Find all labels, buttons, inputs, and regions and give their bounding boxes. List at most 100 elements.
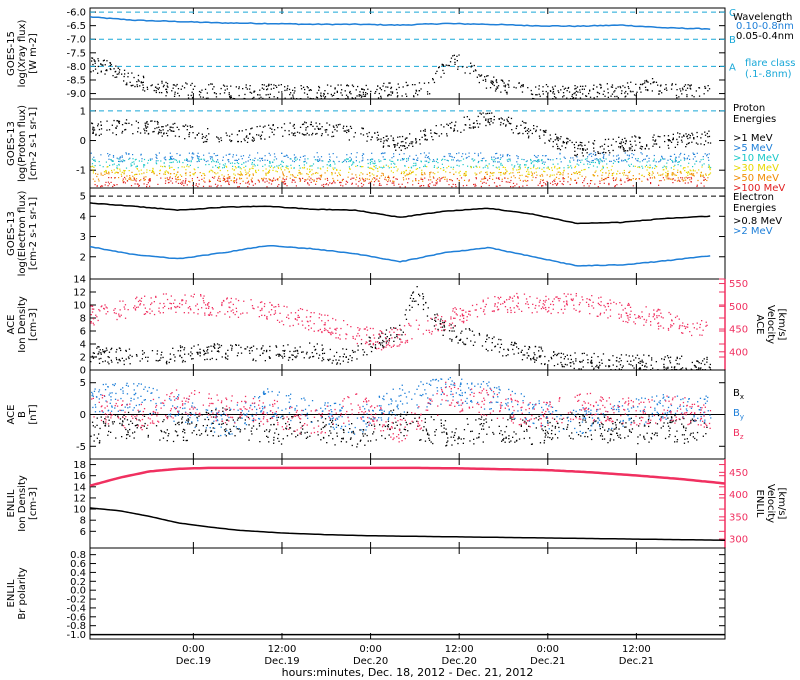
goes15-xray-point — [300, 88, 303, 90]
goes13-proton-point — [678, 161, 680, 163]
goes13-proton-point — [219, 163, 221, 165]
goes13-proton-point — [122, 178, 124, 180]
goes13-proton-point — [192, 173, 194, 175]
goes15-xray-point — [119, 69, 121, 71]
ace-density-velocity-point — [412, 298, 415, 300]
ace-density-velocity-point — [191, 358, 193, 360]
ace-density-velocity-point — [567, 293, 569, 295]
goes13-proton-point — [405, 178, 407, 180]
ace-density-velocity-point — [313, 345, 315, 348]
goes13-proton-point — [563, 170, 565, 172]
goes13-proton-point — [619, 142, 621, 144]
goes13-proton-point — [322, 160, 324, 162]
goes15-xray-point — [588, 92, 590, 95]
ace-density-velocity-point — [540, 355, 542, 357]
goes13-proton-point — [503, 119, 505, 121]
ace-density-velocity-point — [597, 366, 599, 368]
ace-density-velocity-point — [308, 325, 310, 327]
goes13-proton-point — [561, 145, 563, 147]
goes13-proton-point — [248, 175, 250, 177]
goes13-proton-point — [336, 130, 338, 132]
goes13-proton-point — [431, 181, 433, 183]
ace-density-velocity-series-1-points — [90, 292, 708, 351]
goes13-proton-point — [450, 179, 452, 181]
goes15-xray-series-0-line — [89, 16, 711, 30]
goes13-proton-point — [702, 158, 704, 160]
goes13-proton-point — [554, 167, 556, 169]
goes15-xray-point — [187, 94, 189, 96]
goes13-proton-point — [368, 131, 370, 134]
goes13-proton-point — [470, 166, 472, 168]
goes13-proton-point — [601, 168, 603, 170]
goes13-proton-point — [556, 173, 558, 175]
goes13-proton-point — [122, 182, 124, 184]
goes13-proton-point — [424, 135, 426, 137]
goes13-proton-point — [156, 155, 158, 157]
goes15-xray-point — [109, 62, 112, 64]
goes15-xray-point — [105, 69, 107, 72]
goes13-proton-point — [361, 177, 363, 179]
goes13-proton-point — [258, 181, 260, 183]
goes13-electron-series-1-line — [89, 244, 711, 267]
goes13-electron-frame — [89, 187, 726, 280]
goes13-proton-point — [687, 172, 689, 174]
goes13-proton-point — [222, 177, 225, 179]
ace-density-velocity-point — [642, 361, 644, 363]
ace-density-velocity-point — [137, 300, 140, 303]
ace-density-velocity-point — [544, 301, 546, 303]
ace-density-velocity-point — [520, 351, 522, 353]
goes13-proton-point — [487, 167, 489, 169]
ace-density-velocity-point — [309, 342, 311, 344]
ace-density-velocity-point — [324, 327, 326, 330]
goes13-proton-point — [268, 171, 270, 173]
goes13-proton-point — [237, 186, 239, 188]
goes15-xray-point — [106, 69, 108, 72]
ace-density-velocity-point — [598, 303, 600, 306]
goes13-proton-point — [131, 124, 133, 126]
ace-density-velocity-point — [560, 308, 563, 311]
goes13-proton-point — [444, 178, 446, 180]
goes15-xray-point — [575, 90, 578, 92]
goes13-proton-point — [549, 134, 551, 136]
goes13-proton-point — [465, 157, 467, 159]
goes13-proton-point — [301, 173, 303, 175]
goes13-proton-point — [226, 166, 228, 168]
goes15-xray-point — [635, 83, 637, 85]
goes13-proton-point — [636, 159, 638, 162]
goes13-proton-point — [624, 181, 626, 183]
goes13-proton-point — [492, 159, 494, 161]
goes13-proton-point — [468, 127, 471, 129]
goes13-proton-point — [667, 135, 670, 137]
goes13-proton-point — [273, 177, 275, 179]
goes13-proton-point — [684, 167, 686, 169]
goes13-proton-point — [646, 155, 648, 157]
goes13-proton-point — [283, 123, 286, 125]
ace-density-velocity-point — [498, 351, 501, 353]
ace-density-velocity-point — [261, 301, 263, 303]
ace-density-velocity-point — [635, 357, 637, 359]
goes13-proton-point — [533, 160, 535, 162]
ace-density-velocity-point — [308, 357, 310, 359]
ace-density-velocity-point — [301, 308, 304, 311]
goes13-proton-point — [538, 167, 541, 169]
goes13-proton-point — [100, 133, 102, 135]
goes13-proton-point — [129, 157, 131, 159]
ace-density-velocity-point — [454, 325, 456, 327]
goes13-proton-point — [333, 181, 335, 183]
goes15-xray-point — [552, 90, 555, 93]
goes13-proton-point — [424, 177, 426, 179]
goes13-proton-point — [456, 178, 458, 180]
goes15-xray-point — [441, 64, 443, 66]
goes13-proton-point — [274, 166, 276, 168]
goes13-proton-point — [120, 173, 122, 175]
goes13-proton-point — [622, 141, 625, 143]
goes15-xray-point — [686, 94, 688, 96]
ace-density-velocity-point — [564, 305, 566, 307]
goes13-proton-point — [514, 165, 516, 167]
goes13-proton-point — [387, 145, 389, 147]
goes13-proton-point — [519, 179, 521, 181]
goes13-proton-point — [304, 155, 306, 157]
goes13-proton-point — [366, 140, 368, 142]
goes15-xray-ytick-label: -6.5 — [66, 21, 86, 32]
ace-density-velocity-point — [365, 341, 367, 343]
